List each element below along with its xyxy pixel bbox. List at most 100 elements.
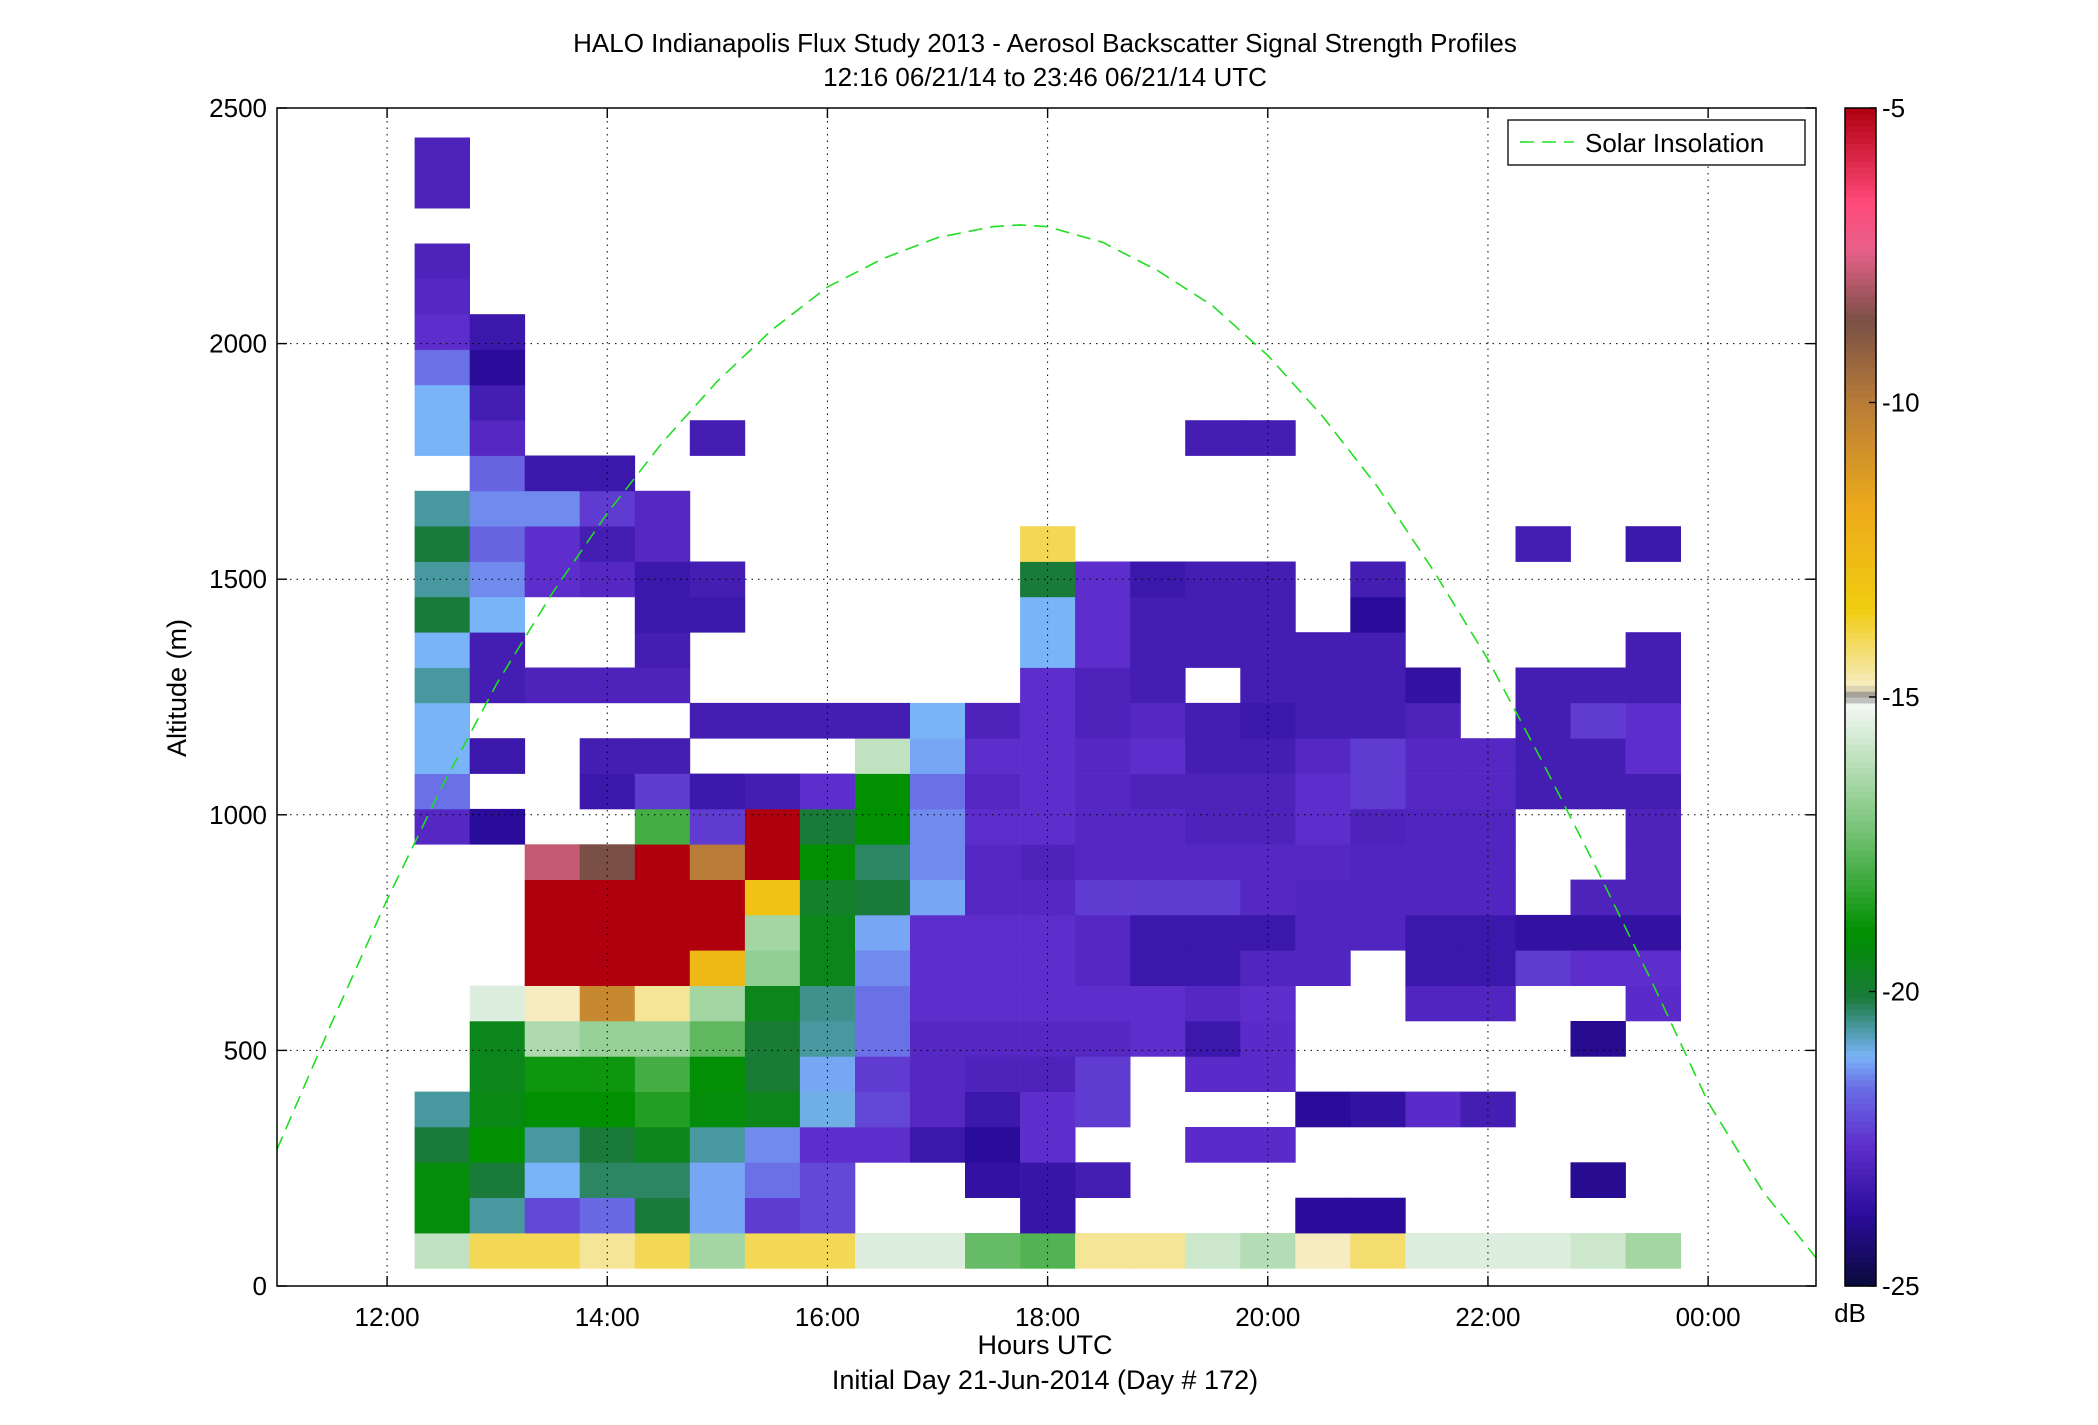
- colorbar-band: [1845, 679, 1876, 686]
- colorbar-band: [1845, 361, 1876, 368]
- heatmap-cell: [1130, 879, 1186, 916]
- heatmap-cell: [1075, 632, 1131, 668]
- heatmap-cell: [1020, 1056, 1076, 1092]
- heatmap-cell: [744, 773, 801, 810]
- colorbar-band: [1845, 496, 1876, 504]
- heatmap-cell: [414, 349, 470, 386]
- colorbar-band: [1845, 1020, 1876, 1028]
- heatmap-cell: [524, 490, 581, 527]
- heatmap-cell: [1570, 914, 1626, 951]
- colorbar-band: [1845, 196, 1876, 203]
- heatmap-cell: [1295, 632, 1351, 668]
- heatmap-cell: [414, 314, 470, 350]
- heatmap-cell: [1405, 702, 1461, 739]
- heatmap-cell: [1625, 702, 1681, 739]
- heatmap-cell: [414, 1127, 470, 1163]
- colorbar-band: [1845, 467, 1876, 474]
- heatmap-cell: [634, 738, 691, 774]
- heatmap-cell: [634, 1162, 691, 1198]
- colorbar-band: [1845, 944, 1876, 951]
- colorbar-band: [1845, 1168, 1876, 1175]
- colorbar-band: [1845, 1156, 1876, 1163]
- colorbar-band: [1845, 296, 1876, 303]
- colorbar-band: [1845, 1191, 1876, 1199]
- heatmap-cell: [1515, 914, 1571, 951]
- heatmap-cell: [1240, 561, 1296, 598]
- legend-label-solar: Solar Insolation: [1585, 128, 1764, 158]
- colorbar-ticks: -5 -10 -15 -20 -25: [1869, 93, 1920, 1301]
- heatmap-cell: [1295, 879, 1351, 916]
- x-tick-label: 12:00: [355, 1302, 420, 1332]
- colorbar-band: [1845, 331, 1876, 339]
- heatmap-cell: [855, 950, 911, 986]
- colorbar-unit-label: dB: [1834, 1298, 1866, 1328]
- heatmap-cell: [1295, 738, 1351, 774]
- heatmap-cell: [1075, 844, 1131, 880]
- colorbar-band: [1845, 950, 1876, 957]
- colorbar-band: [1845, 1062, 1876, 1069]
- heatmap-cell: [1405, 879, 1461, 916]
- heatmap-cell: [1020, 1197, 1076, 1234]
- colorbar-band: [1845, 1150, 1876, 1158]
- colorbar-band: [1845, 820, 1876, 828]
- heatmap-cell: [744, 985, 801, 1022]
- heatmap-cell: [634, 808, 691, 845]
- colorbar-band: [1845, 1068, 1876, 1075]
- x-axis-sublabel: Initial Day 21-Jun-2014 (Day # 172): [832, 1365, 1258, 1395]
- colorbar-band: [1845, 991, 1876, 998]
- colorbar-band: [1845, 1009, 1876, 1016]
- colorbar-band: [1845, 638, 1876, 645]
- colorbar-band: [1845, 1138, 1876, 1146]
- heatmap-cell: [1350, 1233, 1406, 1269]
- heatmap-cell: [524, 526, 581, 562]
- heatmap-cell: [1240, 1056, 1296, 1092]
- colorbar-band: [1845, 396, 1876, 404]
- heatmap-cell: [634, 490, 691, 527]
- colorbar-band: [1845, 685, 1876, 692]
- heatmap-cell: [799, 879, 856, 916]
- colorbar-band: [1845, 373, 1876, 380]
- colorbar-band: [1845, 1274, 1876, 1281]
- heatmap-cell: [579, 879, 636, 916]
- heatmap-cell: [1130, 808, 1186, 845]
- colorbar-band: [1845, 732, 1876, 739]
- heatmap-cell: [1075, 879, 1131, 916]
- heatmap-cell: [1570, 667, 1626, 704]
- colorbar-band: [1845, 225, 1876, 233]
- heatmap-cell: [1625, 914, 1681, 951]
- colorbar-band: [1845, 508, 1876, 516]
- heatmap-cell: [744, 1233, 801, 1269]
- heatmap-cell: [1020, 561, 1076, 598]
- heatmap-cell: [1295, 950, 1351, 986]
- heatmap-cell: [910, 773, 966, 810]
- heatmap-cell: [414, 702, 470, 739]
- heatmap-cell: [965, 1127, 1021, 1163]
- grid-lines: [277, 107, 1816, 1287]
- heatmap-cell: [1185, 773, 1241, 810]
- heatmap-cell: [1570, 1233, 1626, 1269]
- colorbar-band: [1845, 1032, 1876, 1040]
- heatmap-cell: [1570, 702, 1626, 739]
- colorbar-band: [1845, 867, 1876, 875]
- colorbar-band: [1845, 962, 1876, 969]
- heatmap-cell: [1625, 985, 1681, 1022]
- heatmap-cell: [744, 914, 801, 951]
- heatmap-cell: [469, 1233, 526, 1269]
- heatmap-cell: [689, 561, 746, 598]
- colorbar-band: [1845, 1085, 1876, 1093]
- heatmap-cell: [1350, 702, 1406, 739]
- colorbar-band: [1845, 155, 1876, 162]
- colorbar-band: [1845, 1227, 1876, 1234]
- colorbar-band: [1845, 997, 1876, 1004]
- heatmap-cell: [1350, 879, 1406, 916]
- heatmap-cell: [469, 808, 526, 845]
- heatmap-cell: [965, 808, 1021, 845]
- heatmap-cell: [1625, 950, 1681, 986]
- colorbar-tick-label: -25: [1882, 1271, 1920, 1301]
- colorbar-band: [1845, 1215, 1876, 1222]
- heatmap-cell: [414, 808, 470, 845]
- heatmap-cell: [524, 1127, 581, 1163]
- heatmap-cell: [579, 561, 636, 598]
- heatmap-cell: [1240, 879, 1296, 916]
- colorbar-band: [1845, 738, 1876, 745]
